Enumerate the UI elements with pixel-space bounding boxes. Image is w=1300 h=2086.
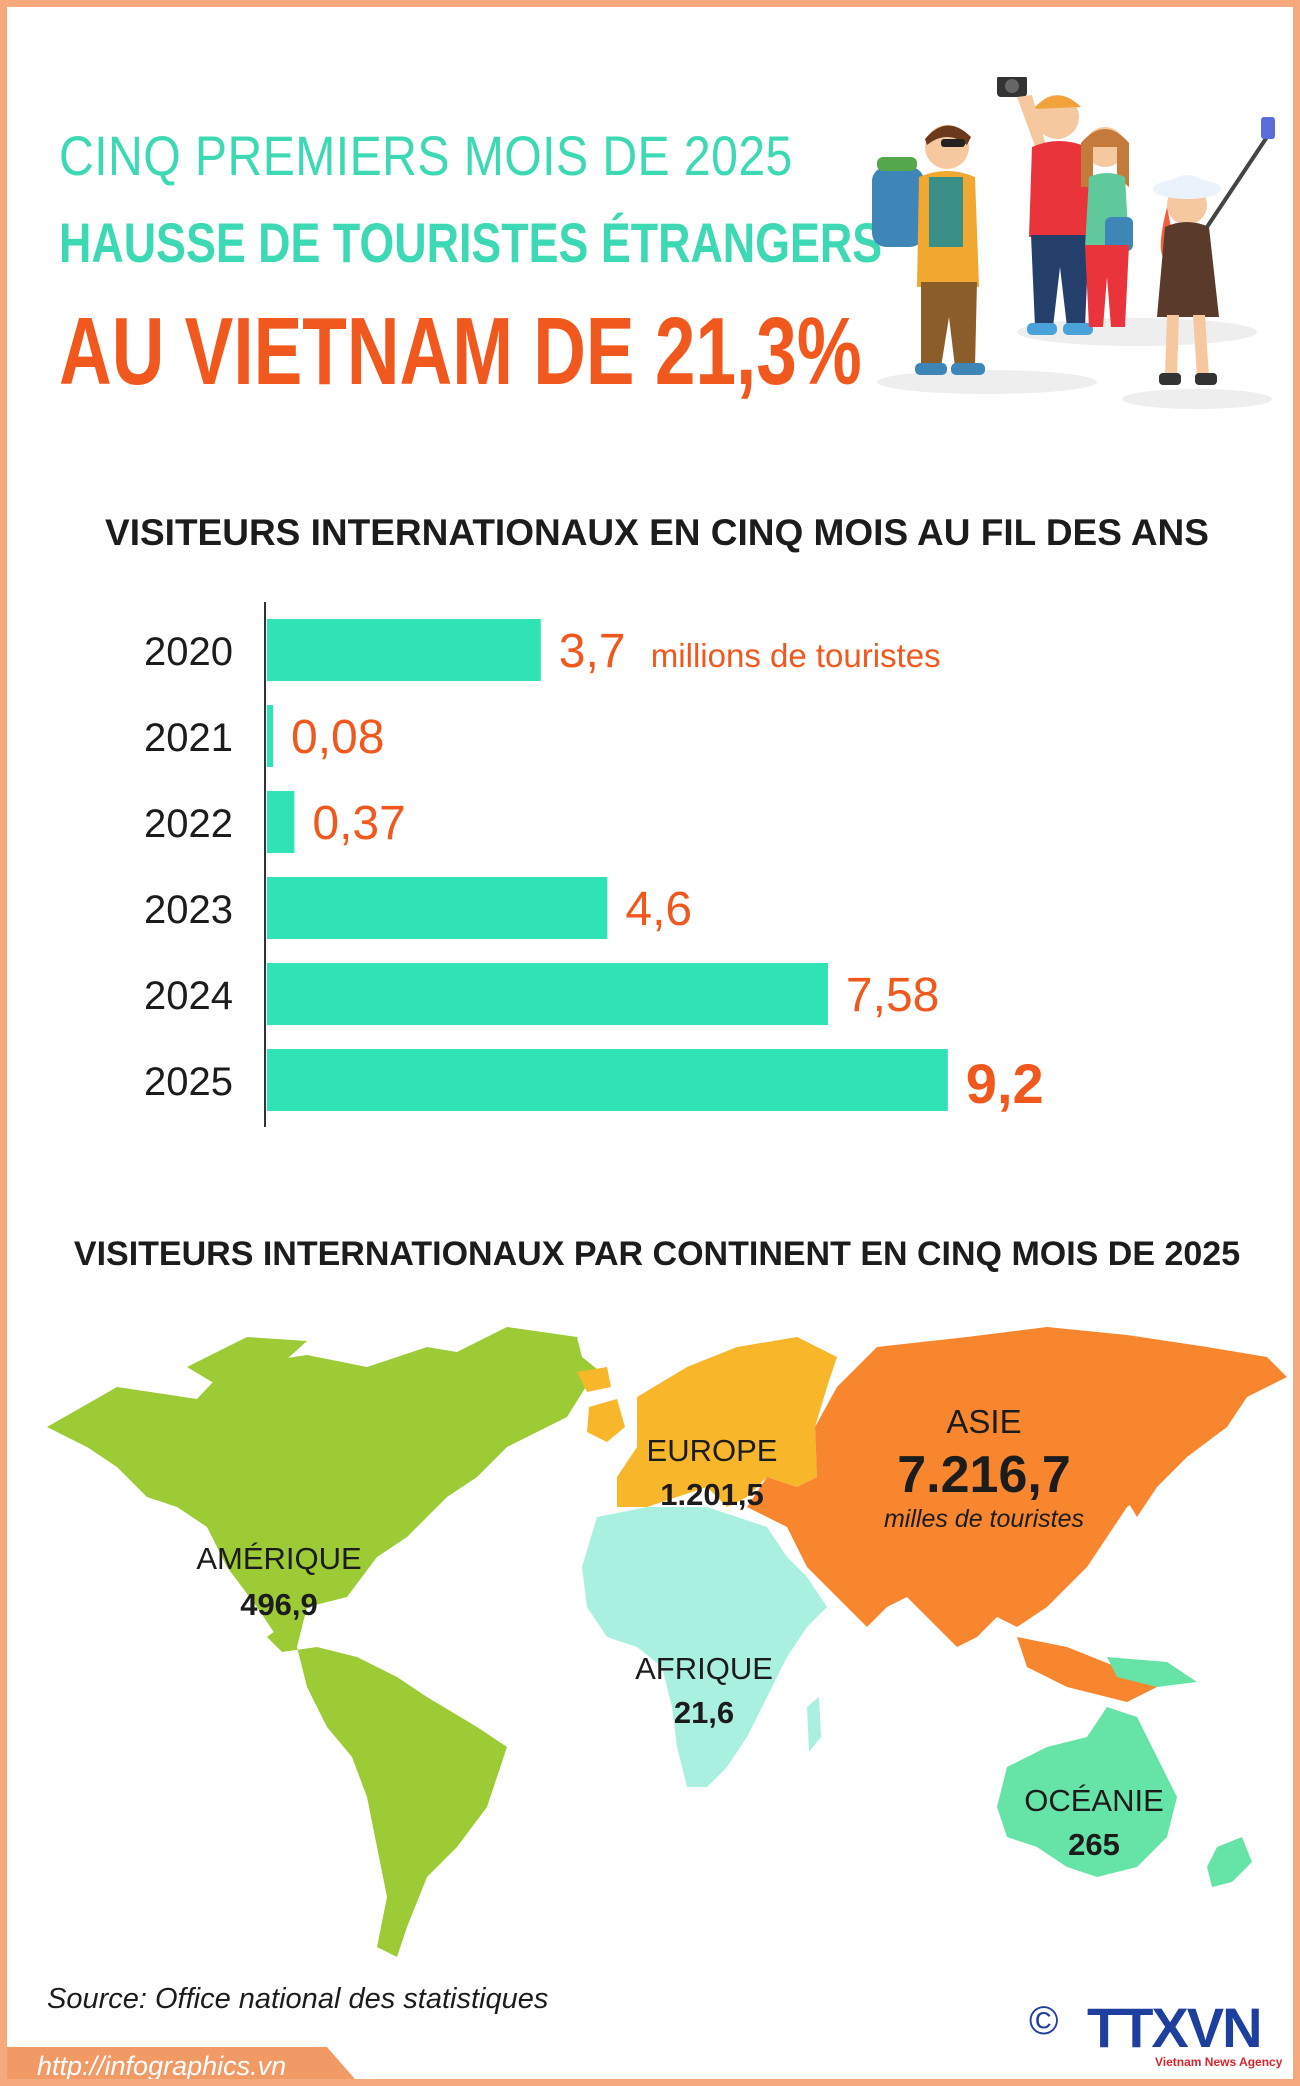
region-asie — [747, 1327, 1287, 1647]
label-amerique-name: AMÉRIQUE — [196, 1541, 361, 1576]
footer-url-link[interactable]: http://infographics.vn — [37, 2051, 287, 2081]
bar-chart-title: VISITEURS INTERNATIONAUX EN CINQ MOIS AU… — [105, 512, 1209, 553]
value-label-2020: 3,7 — [559, 625, 626, 678]
copyright-icon: © — [1029, 1999, 1059, 2043]
label-amerique-value: 496,9 — [240, 1587, 318, 1622]
unit-label: millions de touristes — [651, 637, 941, 674]
ttxvn-logo-subtitle: Vietnam News Agency — [1155, 2055, 1283, 2069]
y-tick-label-2025: 2025 — [144, 1060, 233, 1104]
title-line-3: AU VIETNAM DE 21,3% — [59, 298, 862, 405]
region-amerique — [47, 1345, 597, 1637]
value-label-2022: 0,37 — [312, 797, 405, 850]
label-europe-name: EUROPE — [647, 1433, 778, 1468]
source-text: Source: Office national des statistiques — [47, 1983, 549, 2015]
value-label-2025: 9,2 — [966, 1052, 1044, 1115]
y-tick-label-2022: 2022 — [144, 802, 233, 846]
label-unit: milles de touristes — [884, 1505, 1084, 1533]
region-afrique — [582, 1507, 827, 1787]
region-europe — [617, 1337, 837, 1507]
label-afrique-value: 21,6 — [674, 1695, 734, 1730]
bar-2021 — [267, 705, 273, 767]
bar-2025 — [267, 1049, 948, 1111]
bar-2020 — [267, 619, 541, 681]
y-tick-label-2021: 2021 — [144, 716, 233, 760]
label-oceanie-name: OCÉANIE — [1024, 1783, 1164, 1818]
value-label-2024: 7,58 — [846, 969, 939, 1022]
map-section-title: VISITEURS INTERNATIONAUX PAR CONTINENT E… — [73, 1235, 1241, 1273]
y-tick-label-2023: 2023 — [144, 888, 233, 932]
label-oceanie-value: 265 — [1068, 1827, 1120, 1862]
yearly-visitors-bar-chart: 2020 3,7 millions de touristes 2021 0,08 2022… — [144, 602, 1044, 1127]
tourists-group-illustration — [872, 77, 1275, 409]
footer-band — [7, 2047, 367, 2079]
title-line-2: HAUSSE DE TOURISTES ÉTRANGERS — [59, 211, 883, 274]
bar-2024 — [267, 963, 828, 1025]
ttxvn-logo: TTXVN — [1087, 1996, 1263, 2059]
region-amerique-south — [267, 1607, 507, 1957]
bar-2023 — [267, 877, 608, 939]
title-line-1: CINQ PREMIERS MOIS DE 2025 — [59, 124, 793, 187]
value-label-2023: 4,6 — [625, 883, 692, 936]
label-asie-value: 7.216,7 — [897, 1446, 1071, 1504]
value-label-2021: 0,08 — [291, 711, 384, 764]
y-tick-label-2020: 2020 — [144, 630, 233, 674]
world-map: AMÉRIQUE 496,9 EUROPE 1.201,5 ASIE 7.216… — [47, 1327, 1287, 1957]
label-asie-name: ASIE — [946, 1403, 1021, 1440]
y-tick-label-2024: 2024 — [144, 974, 233, 1018]
label-europe-value: 1.201,5 — [660, 1477, 763, 1512]
bar-2022 — [267, 791, 295, 853]
label-afrique-name: AFRIQUE — [635, 1651, 773, 1686]
region-oceanie — [997, 1707, 1177, 1877]
